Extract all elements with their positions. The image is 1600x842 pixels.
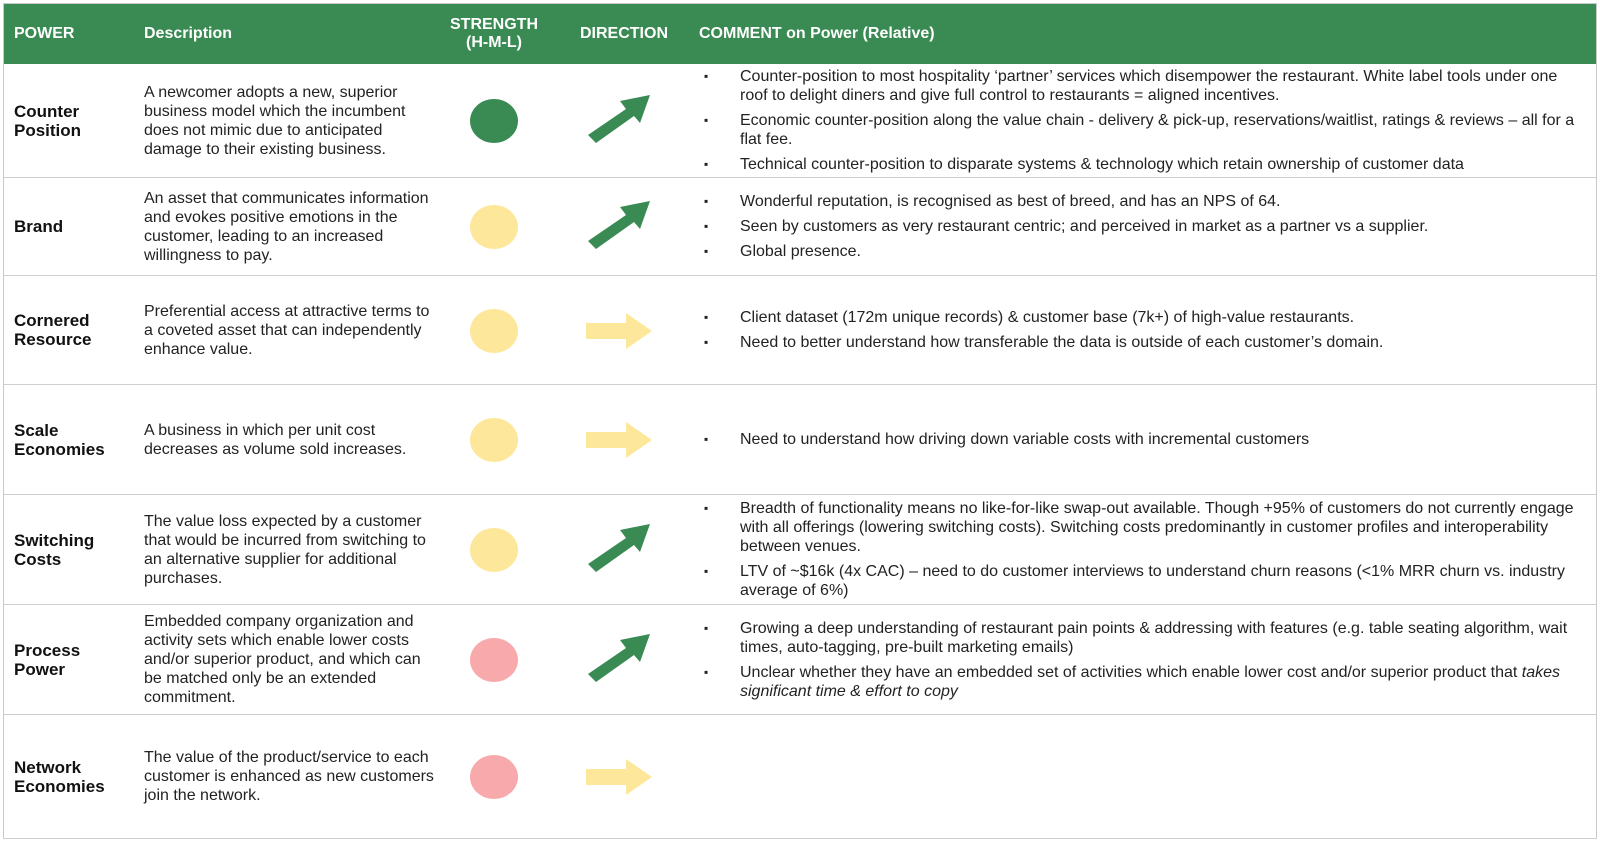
comment-item: Breadth of functionality means no like-f… (704, 499, 1589, 556)
comment-item: Counter-position to most hospitality ‘pa… (704, 67, 1589, 105)
table-row: Network Economies The value of the produc… (4, 715, 1596, 839)
comment-item: Need to understand how driving down vari… (704, 430, 1589, 449)
comment-item: Seen by customers as very restaurant cen… (704, 217, 1589, 236)
header-strength-line2: (H-M-L) (466, 34, 522, 51)
comment-item: Growing a deep understanding of restaura… (704, 619, 1589, 657)
header-direction: DIRECTION (580, 25, 668, 42)
arrow-up-right-icon (584, 630, 654, 690)
power-description: Embedded company organization and activi… (144, 613, 421, 706)
power-name: Scale Economies (14, 420, 105, 459)
comment-list (704, 715, 1589, 838)
table-row: Switching Costs The value loss expected b… (4, 495, 1596, 605)
comment-item: Economic counter-position along the valu… (704, 111, 1589, 149)
power-name: Switching Costs (14, 530, 95, 569)
table-row: Cornered Resource Preferential access at … (4, 276, 1596, 385)
arrow-right-icon (584, 301, 654, 361)
comment-item: Wonderful reputation, is recognised as b… (704, 192, 1589, 211)
arrow-up-right-icon (584, 91, 654, 151)
table-row: Brand An asset that communicates informat… (4, 178, 1596, 276)
strength-indicator (470, 638, 518, 682)
comment-list: Wonderful reputation, is recognised as b… (704, 178, 1589, 275)
header-power: POWER (14, 25, 75, 42)
table-row: Scale Economies A business in which per u… (4, 385, 1596, 495)
header-strength: STRENGTH (H-M-L) (444, 4, 544, 64)
comment-item: Client dataset (172m unique records) & c… (704, 308, 1589, 327)
strength-indicator (470, 528, 518, 572)
power-table: POWER Description STRENGTH (H-M-L) DIREC… (3, 3, 1597, 839)
comment-list: Breadth of functionality means no like-f… (704, 495, 1589, 604)
arrow-up-right-icon (584, 197, 654, 257)
power-description: An asset that communicates information a… (144, 189, 429, 264)
comment-item: Need to better understand how transferab… (704, 333, 1589, 352)
power-name: Process Power (14, 640, 81, 679)
power-description: A newcomer adopts a new, superior busine… (144, 83, 406, 158)
table-row: Counter Position A newcomer adopts a new,… (4, 64, 1596, 178)
strength-indicator (470, 99, 518, 143)
arrow-right-icon (584, 410, 654, 470)
power-name: Network Economies (14, 757, 105, 796)
comment-list: Need to understand how driving down vari… (704, 385, 1589, 494)
header-strength-line1: STRENGTH (450, 16, 538, 33)
power-name: Cornered Resource (14, 311, 92, 349)
power-description: A business in which per unit cost decrea… (144, 421, 407, 458)
comment-item: Technical counter-position to disparate … (704, 155, 1589, 174)
power-description: The value of the product/service to each… (144, 749, 434, 804)
table-header: POWER Description STRENGTH (H-M-L) DIREC… (4, 4, 1596, 64)
comment-text: Unclear whether they have an embedded se… (740, 663, 1522, 681)
arrow-up-right-icon (584, 520, 654, 580)
strength-indicator (470, 418, 518, 462)
strength-indicator (470, 205, 518, 249)
comment-list: Client dataset (172m unique records) & c… (704, 276, 1589, 384)
comment-item: Unclear whether they have an embedded se… (704, 663, 1589, 701)
header-comment: COMMENT on Power (Relative) (699, 25, 935, 42)
table-row: Process Power Embedded company organizati… (4, 605, 1596, 715)
power-description: Preferential access at attractive terms … (144, 302, 430, 358)
comment-item: Global presence. (704, 242, 1589, 261)
strength-indicator (470, 755, 518, 799)
comment-list: Counter-position to most hospitality ‘pa… (704, 64, 1589, 177)
arrow-right-icon (584, 747, 654, 807)
strength-indicator (470, 308, 518, 353)
comment-emphasis: takes significant time & effort to copy (740, 663, 1561, 700)
comment-item: LTV of ~$16k (4x CAC) – need to do custo… (704, 562, 1589, 600)
header-description: Description (144, 25, 233, 42)
power-description: The value loss expected by a customer th… (144, 512, 426, 587)
power-name: Brand (14, 217, 64, 236)
power-name: Counter Position (14, 101, 82, 140)
comment-list: Growing a deep understanding of restaura… (704, 605, 1589, 714)
